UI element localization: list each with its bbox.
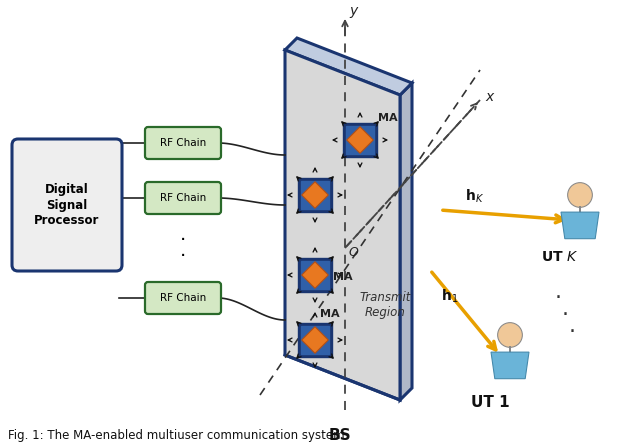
FancyBboxPatch shape (145, 282, 221, 314)
Polygon shape (285, 50, 400, 400)
Circle shape (498, 322, 522, 347)
Polygon shape (285, 38, 412, 95)
Text: ·: · (561, 305, 568, 325)
Bar (301, 181, 329, 209)
FancyBboxPatch shape (145, 182, 221, 214)
Bar (298, 323, 332, 357)
Polygon shape (561, 212, 599, 239)
Text: Digital
Signal
Processor: Digital Signal Processor (35, 183, 100, 227)
Text: UT $K$: UT $K$ (541, 250, 579, 264)
Polygon shape (301, 327, 328, 353)
Polygon shape (491, 352, 529, 379)
Polygon shape (301, 182, 328, 208)
Text: MA: MA (333, 272, 353, 282)
Polygon shape (400, 83, 412, 400)
Text: $y$: $y$ (349, 4, 360, 20)
Bar (298, 178, 332, 212)
Text: ·: · (180, 248, 186, 267)
Bar (301, 326, 329, 354)
Text: MA: MA (320, 309, 340, 319)
FancyBboxPatch shape (12, 139, 122, 271)
Bar (343, 123, 377, 157)
Text: UT 1: UT 1 (470, 395, 509, 410)
Text: BS: BS (329, 428, 351, 443)
Text: ·: · (554, 288, 561, 308)
Text: MA: MA (378, 113, 397, 123)
Bar (298, 258, 332, 292)
Text: RF Chain: RF Chain (160, 138, 206, 148)
FancyBboxPatch shape (145, 127, 221, 159)
Text: Transmit
Region: Transmit Region (359, 291, 411, 319)
Polygon shape (301, 262, 328, 288)
Text: RF Chain: RF Chain (160, 193, 206, 203)
Polygon shape (347, 127, 373, 153)
Text: ·: · (180, 231, 186, 249)
Text: $x$: $x$ (485, 90, 496, 104)
Bar (346, 126, 374, 154)
Text: Fig. 1: The MA-enabled multiuser communication system: Fig. 1: The MA-enabled multiuser communi… (8, 429, 344, 442)
Text: ·: · (568, 322, 575, 342)
Text: RF Chain: RF Chain (160, 293, 206, 303)
Bar (301, 261, 329, 289)
Text: $\mathbf{h}_{1}$: $\mathbf{h}_{1}$ (442, 288, 459, 305)
Text: $\mathbf{h}_{K}$: $\mathbf{h}_{K}$ (465, 188, 484, 205)
Circle shape (568, 183, 593, 207)
Text: $O$: $O$ (348, 245, 359, 259)
